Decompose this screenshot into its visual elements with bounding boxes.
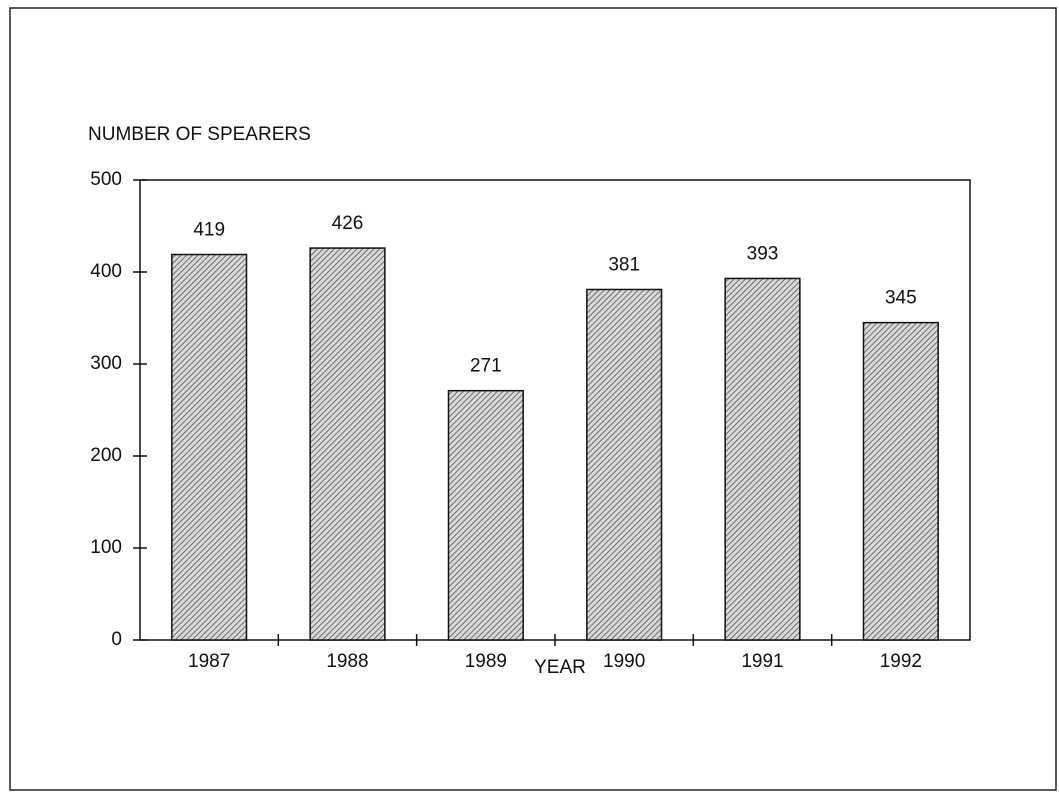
x-tick-label: 1988 — [326, 651, 368, 672]
bar — [862, 321, 939, 641]
bar — [447, 389, 524, 641]
data-label: 381 — [608, 254, 640, 275]
plot-frame — [139, 179, 971, 641]
x-tick-label: 1987 — [188, 651, 230, 672]
x-tick-label: 1989 — [465, 651, 507, 672]
y-tick-label: 300 — [90, 353, 122, 374]
data-label: 271 — [470, 356, 502, 377]
bar — [724, 277, 801, 641]
bar — [171, 253, 248, 641]
y-axis-label: NUMBER OF SPEARERS — [88, 124, 311, 145]
x-tick-label: 1992 — [880, 651, 922, 672]
data-label: 426 — [332, 213, 364, 234]
y-tick-label: 0 — [111, 629, 122, 650]
data-label: 345 — [885, 288, 917, 309]
bar — [586, 288, 663, 641]
y-tick-label: 100 — [90, 537, 122, 558]
x-tick-label: 1991 — [741, 651, 783, 672]
x-axis-label: YEAR — [534, 657, 586, 678]
x-tick-label: 1990 — [603, 651, 645, 672]
y-tick-label: 200 — [90, 445, 122, 466]
frame — [9, 7, 1057, 791]
y-tick-label: 400 — [90, 261, 122, 282]
y-tick-label: 500 — [90, 169, 122, 190]
bar — [309, 247, 386, 641]
data-label: 393 — [747, 243, 779, 264]
data-label: 419 — [193, 220, 225, 241]
